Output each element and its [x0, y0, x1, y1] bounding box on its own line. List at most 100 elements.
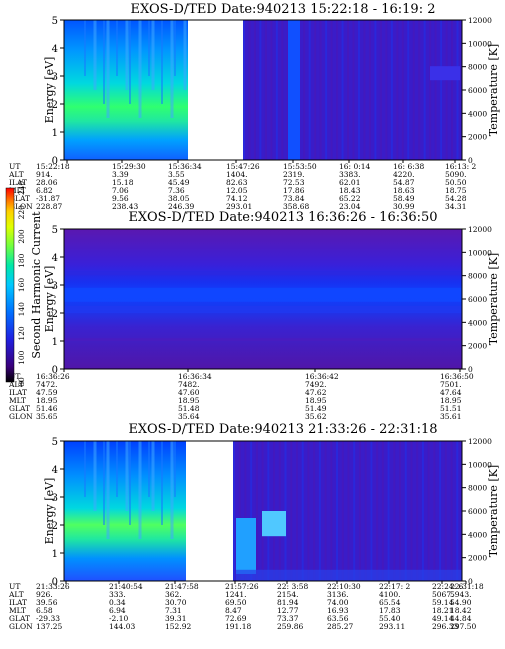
- heatmap-streak: [106, 20, 110, 118]
- y-tick-label: 1: [52, 337, 58, 348]
- heatmap-column: [341, 441, 344, 581]
- orbit-row-value: 18.63: [393, 186, 415, 195]
- orbit-row-value: -29.33: [36, 614, 60, 623]
- heatmap-column: [364, 441, 367, 581]
- orbit-row-value: 7.36: [168, 186, 185, 195]
- orbit-row-value: 17.83: [379, 606, 401, 615]
- y-axis-right: 0 2000 4000 6000 8000 10000 12000 Temperature […: [462, 437, 500, 586]
- orbit-row-value: 18.95: [440, 396, 462, 405]
- orbit-row-label: ALT: [8, 380, 24, 389]
- y-tick-label: 4: [52, 44, 58, 55]
- orbit-row-value: 18.21: [432, 606, 453, 615]
- orbit-row-label: MLT: [9, 606, 26, 615]
- y-tick-label: 3: [52, 72, 58, 83]
- heatmap-streak: [125, 441, 129, 511]
- orbit-table: UT 15:22:18 15:29:30 15:36:34 15:47:26 15:53:…: [8, 162, 477, 211]
- heatmap-column: [353, 441, 356, 581]
- heatmap-streak: [170, 441, 174, 539]
- heatmap-column: [243, 20, 245, 160]
- y-tick-label: 2: [52, 100, 58, 111]
- heatmap-area: [63, 440, 463, 582]
- heatmap-column: [233, 441, 235, 581]
- heatmap-column: [404, 441, 407, 581]
- heatmap-column: [238, 441, 241, 581]
- orbit-row-value: 5943.: [450, 590, 471, 599]
- heatmap-column: [393, 441, 396, 581]
- orbit-row-value: 293.11: [379, 622, 405, 631]
- heatmap-column: [318, 441, 321, 581]
- colorbar-tick-label: 180: [17, 253, 26, 268]
- heatmap-column: [410, 441, 413, 581]
- orbit-row-value: 259.86: [277, 622, 303, 631]
- y-tick-label-right: 8000: [468, 484, 487, 493]
- heatmap-column: [416, 441, 419, 581]
- y-axis-left: 0 1 2 3 4 5 Energy [eV]: [43, 225, 64, 376]
- orbit-row-value: 58.49: [393, 194, 415, 203]
- heatmap-fill-left: [64, 441, 186, 581]
- orbit-row-label: GLAT: [9, 614, 30, 623]
- orbit-row-value: 926.: [36, 590, 53, 599]
- orbit-row-value: 54.28: [445, 194, 467, 203]
- heatmap-band: [64, 306, 462, 313]
- y-tick-label-right: 8000: [468, 272, 487, 281]
- orbit-row-label: GLAT: [9, 404, 30, 413]
- heatmap-column: [347, 20, 350, 160]
- y-tick-label-right: 0: [468, 156, 473, 165]
- orbit-row-value: 54.87: [393, 178, 415, 187]
- y-tick-label: 5: [52, 16, 58, 27]
- colorbar-gradient: [5, 187, 15, 383]
- orbit-row-value: 82.63: [226, 178, 248, 187]
- heatmap-streak: [125, 20, 129, 90]
- heatmap-column: [270, 20, 273, 160]
- heatmap-streak: [151, 20, 155, 90]
- orbit-row-value: 30.70: [165, 598, 187, 607]
- y-tick-label-right: 8000: [468, 63, 487, 72]
- orbit-row-label: GLAT: [9, 194, 30, 203]
- orbit-row-value: 73.37: [277, 614, 299, 623]
- heatmap-band: [64, 271, 462, 276]
- heatmap-column: [250, 441, 253, 581]
- y-axis-label-right: Temperature [K]: [487, 253, 500, 345]
- orbit-row-value: 21:47:58: [165, 582, 199, 591]
- y-tick-label-right: 4000: [468, 109, 487, 118]
- orbit-row-value: 3.39: [112, 170, 129, 179]
- orbit-row-value: 35.62: [305, 412, 327, 421]
- heatmap-column: [314, 20, 317, 160]
- colorbar-tick-label: 160: [17, 278, 26, 293]
- y-tick-label-right: 10000: [468, 248, 492, 257]
- orbit-row-value: 15:47:26: [226, 162, 260, 171]
- orbit-row-value: 2319.: [283, 170, 304, 179]
- heatmap-column: [286, 20, 289, 160]
- orbit-row-value: 21:57:26: [225, 582, 259, 591]
- y-tick-label: 4: [52, 253, 58, 264]
- y-tick-label: 0: [52, 577, 58, 588]
- orbit-row-value: 228.87: [36, 202, 62, 211]
- orbit-row-value: 144.03: [109, 622, 135, 631]
- orbit-row-value: 16:36:50: [440, 372, 474, 381]
- chart-title: EXOS-D/TED Date:940213 16:36:26 - 16:36:…: [128, 210, 437, 225]
- orbit-row-value: 22:31:18: [450, 582, 484, 591]
- orbit-row-label: ALT: [8, 590, 24, 599]
- chart-panel-2: EXOS-D/TED Date:940213 16:36:26 - 16:36:…: [8, 210, 500, 421]
- orbit-row-value: -2.10: [109, 614, 128, 623]
- orbit-row-value: 47.60: [178, 388, 200, 397]
- heatmap-column: [407, 20, 410, 160]
- orbit-row-label: UT: [9, 582, 20, 591]
- orbit-row-value: 238.43: [112, 202, 138, 211]
- heatmap-column: [253, 20, 256, 160]
- y-tick-label: 3: [52, 281, 58, 292]
- colorbar-tick-label: 200: [17, 229, 26, 244]
- heatmap-column: [429, 20, 432, 160]
- heatmap-column: [244, 441, 247, 581]
- y-tick-label-right: 6000: [468, 295, 487, 304]
- orbit-row-value: 35.61: [440, 412, 461, 421]
- heatmap-patch: [430, 66, 460, 81]
- orbit-row-value: 296.33: [432, 622, 458, 631]
- orbit-row-value: 293.01: [226, 202, 252, 211]
- colorbar-tick-label: 100: [17, 350, 26, 365]
- orbit-row-value: 285.27: [327, 622, 353, 631]
- orbit-row-value: 23.04: [339, 202, 361, 211]
- orbit-row-value: 30.99: [393, 202, 415, 211]
- y-tick-label-right: 4000: [468, 318, 487, 327]
- orbit-row-value: 73.84: [283, 194, 305, 203]
